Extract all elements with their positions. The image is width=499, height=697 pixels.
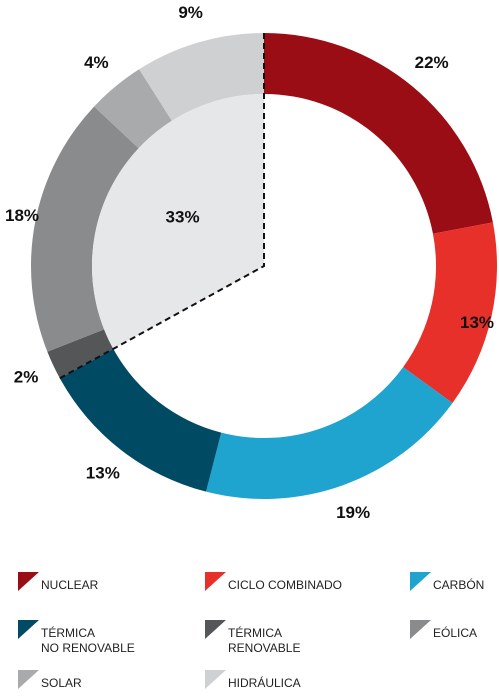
legend-swatch-shape [410,572,431,591]
highlight-label: 33% [166,207,200,226]
legend-item: EÓLICA [410,620,477,641]
legend-swatch [18,620,39,639]
donut-segment [264,33,493,234]
legend-swatch [205,620,226,639]
legend-label: TÉRMICA NO RENOVABLE [41,626,135,655]
legend-swatch-shape [205,572,226,591]
data-label: 18% [5,206,39,225]
legend-item: CICLO COMBINADO [205,572,342,593]
legend-swatch-shape [18,572,39,591]
highlight-border [59,33,265,380]
legend-item: TÉRMICA NO RENOVABLE [18,620,135,656]
legend-label: EÓLICA [433,626,478,640]
donut-segment [139,33,264,121]
legend-swatch-shape [205,620,226,639]
donut-segment [206,367,453,499]
data-label: 13% [460,313,494,332]
legend-swatch [205,670,226,689]
legend-swatch-shape [18,620,39,639]
legend-swatch [205,572,226,591]
legend-swatch-shape [410,620,431,639]
donut-segment [403,222,497,403]
legend-item: HIDRÁULICA [205,670,301,691]
data-label: 2% [14,367,39,386]
legend-label: CARBÓN [433,578,485,592]
legend-swatch [18,572,39,591]
data-label: 13% [86,463,120,482]
data-label: 4% [84,53,109,72]
legend-label: NUCLEAR [41,578,99,592]
legend-item: NUCLEAR [18,572,98,593]
legend-swatch [18,670,39,689]
legend-swatch-shape [205,670,226,689]
legend-swatch [410,620,431,639]
legend-item: SOLAR [18,670,82,691]
legend-label: TÉRMICA RENOVABLE [228,626,301,655]
legend-swatch-shape [18,670,39,689]
highlight-wedge [92,94,264,349]
donut-segment [94,69,172,149]
legend-label: SOLAR [41,676,82,690]
legend-item: CARBÓN [410,572,484,593]
legend-label: CICLO COMBINADO [228,578,343,592]
data-label: 19% [336,503,370,522]
legend-swatch [410,572,431,591]
data-label: 22% [415,53,449,72]
donut-segment [59,348,222,492]
data-label: 9% [178,3,203,22]
donut-segment [47,329,114,379]
legend-item: TÉRMICA RENOVABLE [205,620,300,656]
legend-label: HIDRÁULICA [228,676,301,690]
donut-chart: 22% 13% 19% 13% 2% 18% 4% 9% 33% [5,3,497,522]
donut-segment [31,106,139,352]
